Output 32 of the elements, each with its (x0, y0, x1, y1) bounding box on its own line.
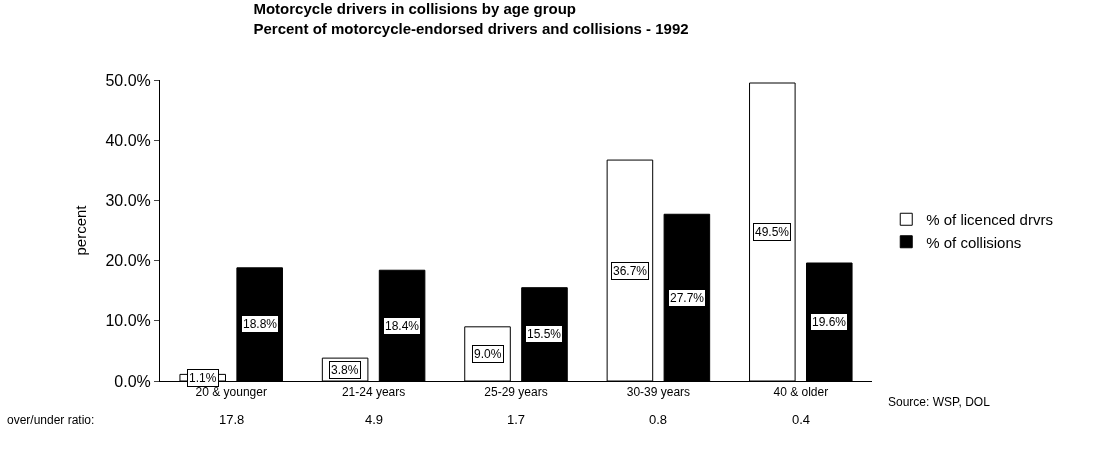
x-tick-label: 20 & younger (195, 385, 267, 400)
text: 0.4 (792, 412, 811, 427)
legend-label: % of licenced drvrs (926, 211, 1053, 229)
data-label: 3.8% (331, 363, 359, 377)
y-tick-label: 10.0% (105, 312, 151, 330)
y-tick-label: 50.0% (105, 71, 151, 89)
data-label: 49.5% (755, 225, 790, 239)
chart-title: Motorcycle drivers in collisions by age group (253, 0, 577, 18)
chart-subtitle: Percent of motorcycle-endorsed drivers and collisions - 1992 (253, 19, 689, 37)
data-label: 9.0% (474, 347, 502, 361)
y-tick-label: 20.0% (105, 252, 151, 270)
y-tick-label: 40.0% (105, 131, 151, 149)
text: 4.9 (365, 412, 384, 427)
text: 0.8 (649, 412, 668, 427)
legend-label: % of collisions (926, 233, 1022, 251)
data-label: 19.6% (812, 315, 847, 329)
text: over/under ratio: (7, 413, 95, 427)
text: 17.8 (219, 412, 245, 427)
y-tick-label: 30.0% (105, 192, 151, 209)
x-tick-label: 40 & older (773, 385, 829, 400)
data-label: 36.7% (613, 264, 648, 278)
x-tick-label: 25-29 years (484, 385, 548, 400)
data-label: 18.4% (385, 319, 420, 333)
data-label: 18.8% (243, 317, 278, 331)
x-tick-label: 30-39 years (626, 385, 691, 400)
y-axis-title: percent (71, 204, 89, 256)
y-tick-label: 0.0% (114, 372, 151, 390)
source-note: Source: WSP, DOL (888, 395, 991, 409)
data-label: 15.5% (527, 327, 562, 341)
data-label: 27.7% (670, 291, 705, 305)
x-tick-label: 21-24 years (341, 385, 406, 400)
text: 1.7 (507, 412, 526, 427)
